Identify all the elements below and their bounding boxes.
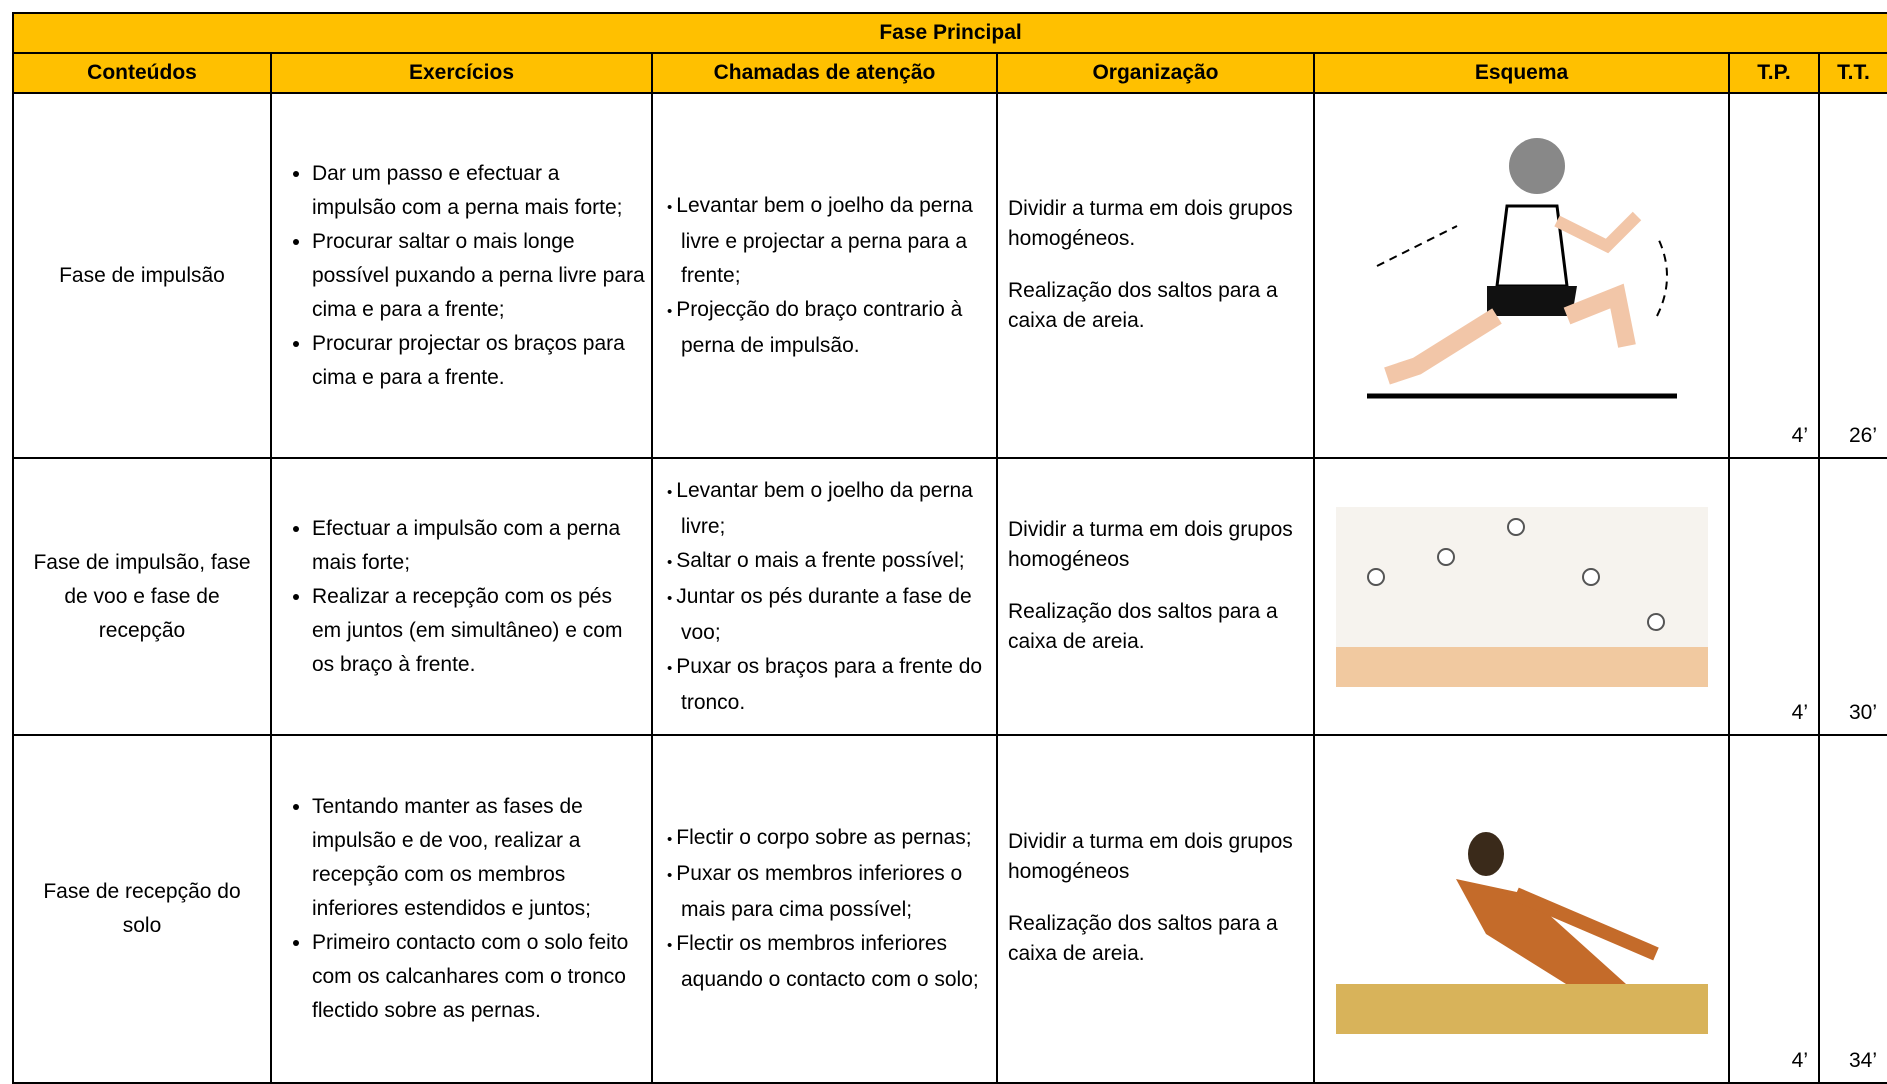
- column-header: Conteúdos: [12, 52, 272, 94]
- chamadas-cell: Flectir o corpo sobre as pernas;Puxar os…: [651, 734, 998, 1084]
- tt-cell: 30’: [1817, 457, 1887, 736]
- chamada: Levantar bem o joelho da perna livre;: [676, 474, 990, 544]
- illustration: [1366, 137, 1677, 398]
- exercicio: Realizar a recepção com os pés em juntos…: [312, 580, 645, 682]
- tp-cell: 4’: [1728, 734, 1820, 1084]
- esquema-cell: [1313, 457, 1730, 736]
- organizacao-text: Dividir a turma em dois grupos homogéneo…: [1008, 830, 1293, 883]
- table-row: Fase de impulsão Dar um passo e efectuar …: [12, 92, 1887, 459]
- exercicios-cell: Tentando manter as fases de impulsão e d…: [270, 734, 653, 1084]
- table-title: Fase Principal: [11, 12, 1887, 54]
- exercicios-list: Dar um passo e efectuar a impulsão com a…: [272, 157, 651, 395]
- organizacao-cell: Dividir a turma em dois grupos homogéneo…: [996, 457, 1315, 736]
- exercicio: Tentando manter as fases de impulsão e d…: [312, 790, 645, 926]
- chamada: Juntar os pés durante a fase de voo;: [676, 580, 990, 650]
- column-header: T.T.: [1817, 52, 1887, 94]
- exercicio: Dar um passo e efectuar a impulsão com a…: [312, 157, 645, 225]
- organizacao-text: Dividir a turma em dois grupos homogéneo…: [1008, 196, 1293, 250]
- plan-table: Fase Principal Conteúdos Exercícios Chamad…: [11, 12, 1887, 1084]
- esquema-illustration: [1315, 506, 1728, 687]
- chamadas-list: Levantar bem o joelho da perna livre e p…: [653, 189, 996, 363]
- esquema-illustration: [1315, 126, 1728, 426]
- exercicios-list: Tentando manter as fases de impulsão e d…: [272, 790, 651, 1028]
- exercicios-cell: Dar um passo e efectuar a impulsão com a…: [270, 92, 653, 459]
- column-header: Esquema: [1313, 52, 1730, 94]
- table-row: Fase de impulsão, fase de voo e fase de …: [12, 457, 1887, 736]
- organizacao-text: Realização dos saltos para a caixa de ar…: [1008, 278, 1278, 332]
- exercicios-list: Efectuar a impulsão com a perna mais for…: [272, 512, 651, 682]
- exercicio: Procurar projectar os braços para cima e…: [312, 327, 645, 395]
- chamada: Projecção do braço contrario à perna de …: [676, 293, 990, 363]
- chamadas-list: Flectir o corpo sobre as pernas;Puxar os…: [653, 821, 996, 997]
- esquema-cell: [1313, 92, 1730, 459]
- chamadas-cell: Levantar bem o joelho da perna livre e p…: [651, 92, 998, 459]
- table-row: Fase de recepção do solo Tentando manter …: [12, 734, 1887, 1084]
- tp-cell: 4’: [1728, 457, 1820, 736]
- organizacao-text: Dividir a turma em dois grupos homogéneo…: [1008, 517, 1293, 571]
- chamada: Flectir o corpo sobre as pernas;: [676, 821, 990, 857]
- conteudo-cell: Fase de recepção do solo: [12, 734, 272, 1084]
- organizacao-cell: Dividir a turma em dois grupos homogéneo…: [996, 92, 1315, 459]
- organizacao-text: Realização dos saltos para a caixa de ar…: [1008, 912, 1278, 965]
- column-header: T.P.: [1728, 52, 1820, 94]
- organizacao-text: Realização dos saltos para a caixa de ar…: [1008, 599, 1278, 653]
- conteudo-cell: Fase de impulsão: [12, 92, 272, 459]
- illustration: [1335, 832, 1708, 1034]
- conteudo-cell: Fase de impulsão, fase de voo e fase de …: [12, 457, 272, 736]
- tp-cell: 4’: [1728, 92, 1820, 459]
- column-header: Exercícios: [270, 52, 653, 94]
- exercicio: Efectuar a impulsão com a perna mais for…: [312, 512, 645, 580]
- exercicio: Primeiro contacto com o solo feito com o…: [312, 926, 645, 1028]
- tt-cell: 26’: [1817, 92, 1887, 459]
- exercicios-cell: Efectuar a impulsão com a perna mais for…: [270, 457, 653, 736]
- chamada: Levantar bem o joelho da perna livre e p…: [676, 189, 990, 293]
- chamada: Puxar os membros inferiores o mais para …: [676, 857, 990, 927]
- organizacao-cell: Dividir a turma em dois grupos homogéneo…: [996, 734, 1315, 1084]
- esquema-illustration: [1315, 784, 1728, 1034]
- chamada: Flectir os membros inferiores aquando o …: [676, 927, 990, 997]
- tt-cell: 34’: [1817, 734, 1887, 1084]
- illustration: [1335, 506, 1708, 687]
- column-header: Chamadas de atenção: [651, 52, 998, 94]
- esquema-cell: [1313, 734, 1730, 1084]
- chamadas-list: Levantar bem o joelho da perna livre;Sal…: [653, 474, 996, 720]
- chamada: Puxar os braços para a frente do tronco.: [676, 650, 990, 720]
- chamadas-cell: Levantar bem o joelho da perna livre;Sal…: [651, 457, 998, 736]
- exercicio: Procurar saltar o mais longe possível pu…: [312, 225, 645, 327]
- column-header: Organização: [996, 52, 1315, 94]
- chamada: Saltar o mais a frente possível;: [676, 544, 990, 580]
